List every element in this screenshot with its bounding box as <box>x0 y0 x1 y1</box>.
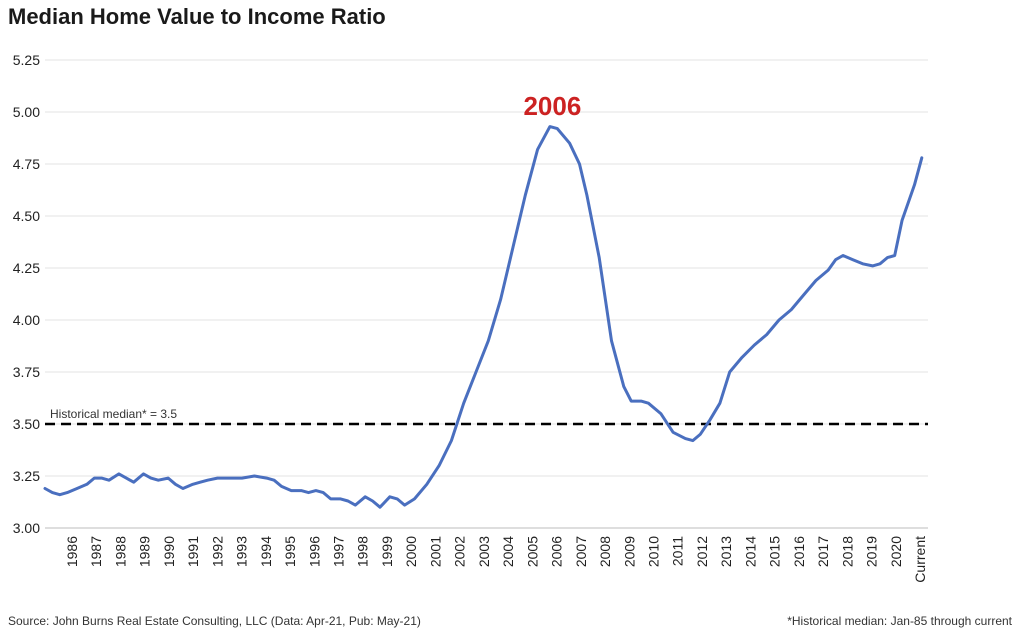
x-tick: 2010 <box>645 536 661 567</box>
source-note: Source: John Burns Real Estate Consultin… <box>8 614 421 628</box>
x-tick: 2016 <box>791 536 807 567</box>
x-tick: 2019 <box>864 536 880 567</box>
x-tick: 2000 <box>403 536 419 567</box>
x-tick: 2001 <box>427 536 443 567</box>
series-layer <box>43 125 924 509</box>
x-tick-label: 2002 <box>452 536 468 567</box>
x-tick-label: 2006 <box>549 536 565 567</box>
x-tick-label: 1998 <box>355 536 371 567</box>
x-tick: 1989 <box>137 536 153 567</box>
x-tick-label: 1999 <box>379 536 395 567</box>
x-tick-label: 2016 <box>791 536 807 567</box>
x-tick: 2009 <box>621 536 637 567</box>
x-tick-label: 2018 <box>839 536 855 567</box>
x-tick: 2018 <box>839 536 855 567</box>
x-tick-label: 1987 <box>88 536 104 567</box>
x-tick-label: Current <box>912 536 928 583</box>
x-tick: 1987 <box>88 536 104 567</box>
x-tick-label: 1994 <box>258 536 274 567</box>
x-axis-ticks: 1986 1987 1988 1989 1990 1991 1992 1993 1994 1995… <box>64 536 928 583</box>
x-tick: 1995 <box>282 536 298 567</box>
x-tick-label: 2014 <box>742 536 758 567</box>
x-tick-label: 1988 <box>112 536 128 567</box>
x-tick: 2004 <box>500 536 516 567</box>
x-tick: 1988 <box>112 536 128 567</box>
x-tick-label: 1995 <box>282 536 298 567</box>
x-tick-label: 1990 <box>161 536 177 567</box>
x-tick: 2005 <box>524 536 540 567</box>
x-tick: 1997 <box>331 536 347 567</box>
x-tick: 2003 <box>476 536 492 567</box>
y-tick-label: 4.25 <box>13 260 40 276</box>
x-tick-label: 2009 <box>621 536 637 567</box>
x-tick-label: 1989 <box>137 536 153 567</box>
x-tick-label: 2013 <box>718 536 734 567</box>
x-tick-label: 2003 <box>476 536 492 567</box>
x-tick-label: 1993 <box>234 536 250 567</box>
x-tick-label: 2019 <box>864 536 880 567</box>
x-tick-label: 2020 <box>888 536 904 567</box>
x-tick: Current <box>912 536 928 583</box>
x-tick-label: 2000 <box>403 536 419 567</box>
y-tick-label: 5.25 <box>13 52 40 68</box>
x-tick-label: 2008 <box>597 536 613 567</box>
x-tick: 1993 <box>234 536 250 567</box>
x-tick-label: 2010 <box>645 536 661 567</box>
x-tick-label: 1997 <box>331 536 347 567</box>
x-tick: 2012 <box>694 536 710 567</box>
y-tick-label: 3.25 <box>13 468 40 484</box>
x-tick-label: 2015 <box>767 536 783 567</box>
x-tick-label: 2007 <box>573 536 589 567</box>
x-tick: 2006 <box>549 536 565 567</box>
y-tick-label: 3.00 <box>13 520 40 536</box>
x-tick-label: 1992 <box>209 536 225 567</box>
y-axis-ticks: 3.00 3.25 3.50 3.75 4.00 4.25 4.50 4.75 5.00 5.25 <box>13 52 40 536</box>
x-tick: 2013 <box>718 536 734 567</box>
x-tick: 1991 <box>185 536 201 567</box>
x-tick: 1998 <box>355 536 371 567</box>
x-tick: 2017 <box>815 536 831 567</box>
x-tick: 1986 <box>64 536 80 567</box>
chart-title: Median Home Value to Income Ratio <box>8 4 386 29</box>
x-tick: 2007 <box>573 536 589 567</box>
x-tick: 1992 <box>209 536 225 567</box>
x-tick-label: 1991 <box>185 536 201 567</box>
x-tick-label: 2001 <box>427 536 443 567</box>
x-tick: 2008 <box>597 536 613 567</box>
y-tick-label: 4.00 <box>13 312 40 328</box>
x-tick-label: 1996 <box>306 536 322 567</box>
median-footnote: *Historical median: Jan-85 through curre… <box>787 614 1012 628</box>
x-tick: 1996 <box>306 536 322 567</box>
x-tick-label: 2004 <box>500 536 516 567</box>
x-tick-label: 1986 <box>64 536 80 567</box>
x-tick-label: 2011 <box>670 536 686 566</box>
y-tick-label: 3.50 <box>13 416 40 432</box>
gridlines <box>45 59 928 529</box>
annotation-layer: 2006 <box>523 91 581 121</box>
x-tick: 1999 <box>379 536 395 567</box>
x-tick: 1994 <box>258 536 274 567</box>
x-tick: 1990 <box>161 536 177 567</box>
y-tick-label: 4.75 <box>13 156 40 172</box>
y-tick-label: 4.50 <box>13 208 40 224</box>
series-line-0 <box>43 125 924 509</box>
x-tick-label: 2012 <box>694 536 710 567</box>
x-tick: 2002 <box>452 536 468 567</box>
y-tick-label: 3.75 <box>13 364 40 380</box>
historical-median-reference: Historical median* = 3.5 <box>45 407 928 426</box>
x-tick: 2020 <box>888 536 904 567</box>
x-tick-label: 2005 <box>524 536 540 567</box>
peak-annotation: 2006 <box>523 91 581 121</box>
x-tick-label: 2017 <box>815 536 831 567</box>
historical-median-label: Historical median* = 3.5 <box>50 407 177 421</box>
x-tick: 2015 <box>767 536 783 567</box>
x-tick: 2011 <box>670 536 686 566</box>
x-tick: 2014 <box>742 536 758 567</box>
y-tick-label: 5.00 <box>13 104 40 120</box>
